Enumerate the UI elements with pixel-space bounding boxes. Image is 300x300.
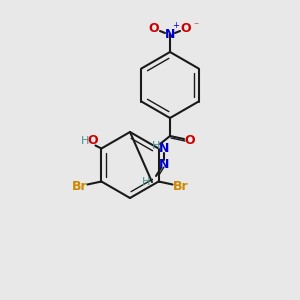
Text: O: O: [181, 22, 191, 35]
Text: O: O: [87, 134, 98, 147]
Text: Br: Br: [173, 180, 188, 193]
Text: O: O: [185, 134, 195, 146]
Text: +: +: [172, 22, 179, 31]
Text: N: N: [165, 28, 175, 40]
Text: Br: Br: [72, 180, 87, 193]
Text: H: H: [81, 136, 90, 146]
Text: ⁻: ⁻: [194, 21, 199, 31]
Text: H: H: [142, 177, 150, 187]
Text: N: N: [159, 158, 169, 170]
Text: O: O: [149, 22, 159, 35]
Text: H: H: [152, 141, 160, 151]
Text: N: N: [159, 142, 169, 155]
